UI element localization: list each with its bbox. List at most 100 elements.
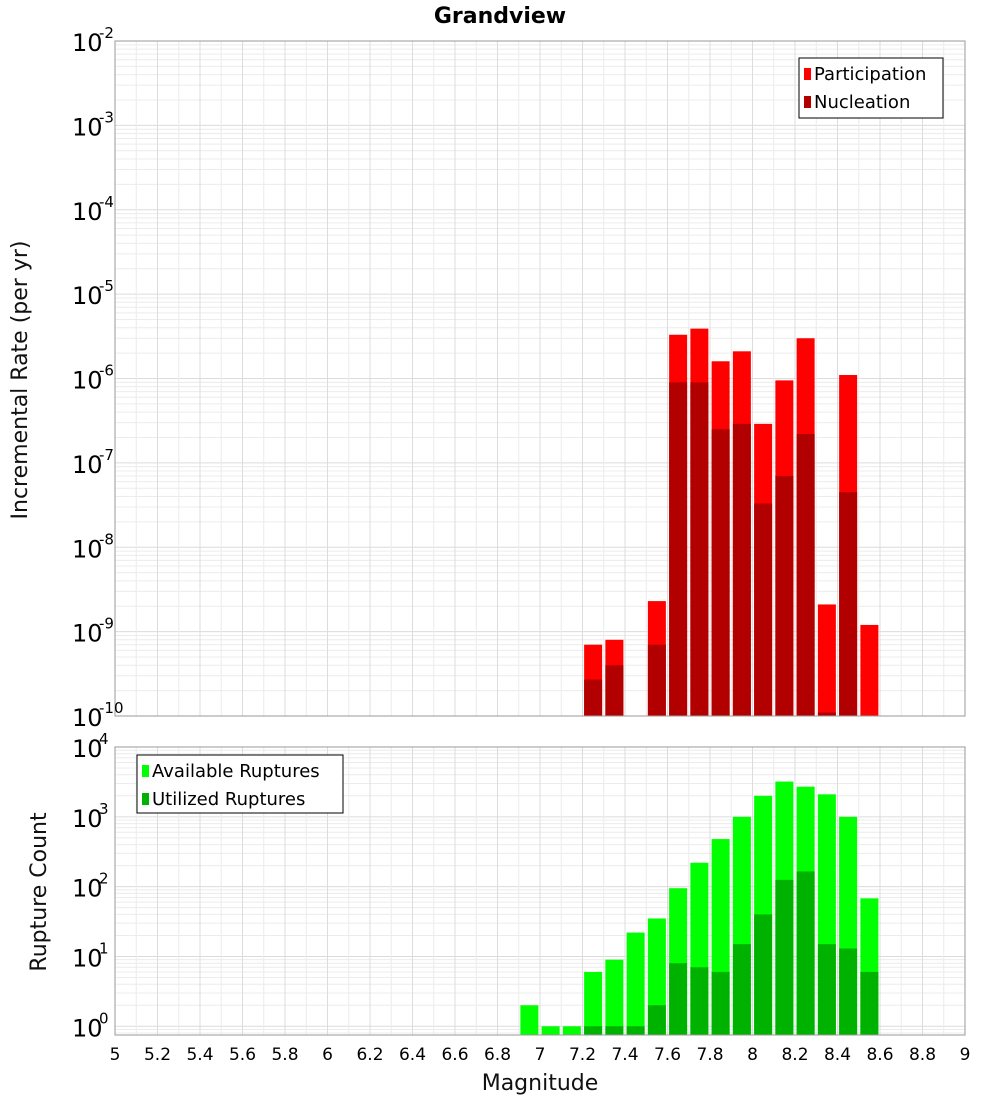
- grid-top: [114, 40, 966, 717]
- plot-border-bottom: [114, 746, 966, 1036]
- bar: [860, 971, 879, 1035]
- bar: [605, 665, 624, 716]
- bar: [775, 475, 794, 716]
- bar: [732, 423, 751, 716]
- y-tick-exponent: -10: [99, 699, 124, 717]
- bottom-y-axis-label: Rupture Count: [27, 812, 52, 972]
- y-tick-exponent: -7: [99, 446, 114, 464]
- x-tick-label: 6: [322, 1045, 333, 1065]
- bar: [839, 492, 858, 716]
- bar: [754, 503, 773, 716]
- chart-title: Grandview: [434, 4, 566, 29]
- x-tick-label: 8.2: [781, 1045, 808, 1065]
- legend-entry: Participation: [814, 64, 926, 85]
- bar: [584, 1026, 603, 1035]
- y-tick-label: 10: [72, 944, 103, 972]
- bar: [690, 967, 709, 1035]
- y-tick-exponent: -4: [99, 193, 114, 211]
- y-tick-label: 10: [72, 198, 103, 226]
- y-tick-exponent: -5: [99, 277, 114, 295]
- x-tick-label: 7: [535, 1045, 546, 1065]
- x-tick-label: 5: [110, 1045, 121, 1065]
- x-tick-label: 5.6: [229, 1045, 256, 1065]
- bar: [732, 944, 751, 1035]
- bar: [754, 914, 773, 1035]
- legend-swatch: [142, 793, 149, 805]
- legend-box: [798, 57, 944, 119]
- x-axis-label: Magnitude: [482, 1071, 599, 1096]
- y-tick-label: 10: [72, 113, 103, 141]
- bar: [796, 433, 815, 716]
- y-tick-label: 10: [72, 367, 103, 395]
- panel-top: 10-1010-910-810-710-610-510-410-310-2Par…: [72, 24, 966, 732]
- bar: [796, 871, 815, 1035]
- y-tick-label: 10: [72, 451, 103, 479]
- y-tick-label: 10: [72, 875, 103, 903]
- legend-entry: Available Ruptures: [152, 761, 320, 782]
- x-tick-label: 5.2: [144, 1045, 171, 1065]
- x-tick-label: 8: [747, 1045, 758, 1065]
- x-tick-label: 8.8: [909, 1045, 936, 1065]
- x-tick-label: 8.6: [866, 1045, 893, 1065]
- legend-bottom: Available Ruptures Utilized Ruptures: [136, 754, 344, 814]
- y-tick-exponent: -8: [99, 530, 114, 548]
- legend-box: [136, 754, 344, 814]
- bar: [520, 1005, 539, 1035]
- x-tick-label: 5.8: [271, 1045, 298, 1065]
- y-tick-exponent: -6: [99, 362, 114, 380]
- y-tick-exponent: 3: [99, 800, 109, 818]
- x-tick-label: 8.4: [824, 1045, 851, 1065]
- plot-border-top: [114, 40, 966, 717]
- y-tick-exponent: -3: [99, 108, 114, 126]
- legend-entry: Nucleation: [814, 92, 910, 113]
- bar: [605, 959, 624, 1035]
- y-tick-label: 10: [72, 805, 103, 833]
- legend-swatch: [142, 765, 149, 777]
- bar: [860, 624, 879, 716]
- y-tick-label: 10: [72, 735, 103, 763]
- series-utilized-ruptures: [584, 871, 879, 1035]
- x-tick-label: 7.8: [696, 1045, 723, 1065]
- x-tick-label: 7.6: [654, 1045, 681, 1065]
- bar: [584, 971, 603, 1035]
- x-tick-label: 7.4: [611, 1045, 638, 1065]
- x-tick-label: 6.4: [399, 1045, 426, 1065]
- bar: [605, 1026, 624, 1035]
- x-tick-label: 6.8: [484, 1045, 511, 1065]
- legend-swatch: [804, 96, 811, 108]
- bar: [584, 679, 603, 716]
- y-tick-exponent: -9: [99, 615, 114, 633]
- y-tick-exponent: 0: [99, 1009, 109, 1027]
- x-tick-label: 6.2: [356, 1045, 383, 1065]
- y-tick-label: 10: [72, 620, 103, 648]
- x-tick-label: 6.6: [441, 1045, 468, 1065]
- x-ticks: 5 5.2 5.4 5.6 5.8 6 6.2 6.4 6.6 6.8 7 7.2 7.4 7.6 7.8 8…: [110, 1045, 971, 1065]
- y-tick-exponent: 2: [99, 870, 109, 888]
- bar: [711, 429, 730, 716]
- legend-swatch: [804, 68, 811, 80]
- y-tick-exponent: -2: [99, 24, 114, 42]
- series-nucleation: [584, 382, 858, 716]
- top-y-axis-label: Incremental Rate (per yr): [8, 241, 33, 520]
- x-tick-label: 9: [960, 1045, 971, 1065]
- bar: [817, 604, 836, 716]
- bar: [817, 944, 836, 1035]
- y-tick-label: 10: [72, 704, 103, 732]
- bar: [690, 382, 709, 716]
- bar: [669, 382, 688, 716]
- legend-top: Participation Nucleation: [798, 57, 944, 119]
- y-tick-exponent: 1: [99, 939, 109, 957]
- y-tick-label: 10: [72, 282, 103, 310]
- y-tick-label: 10: [72, 1014, 103, 1042]
- bar: [669, 963, 688, 1035]
- bar: [626, 1026, 645, 1035]
- legend-entry: Utilized Ruptures: [152, 789, 305, 810]
- bar: [775, 879, 794, 1035]
- bar: [647, 644, 666, 716]
- bar: [711, 971, 730, 1035]
